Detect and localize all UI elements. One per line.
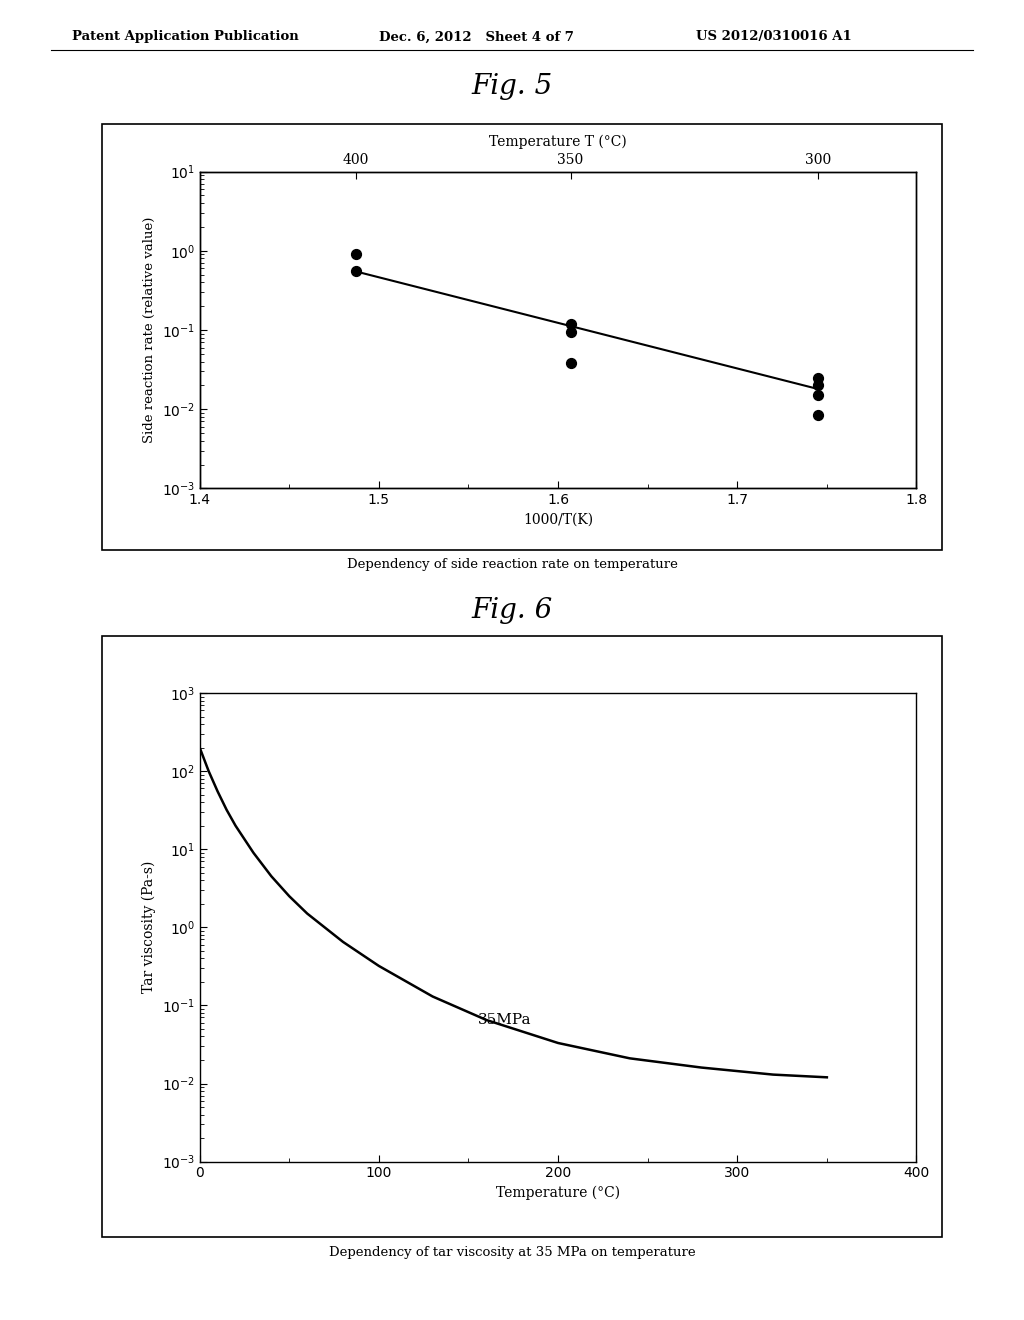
Point	[810, 384, 826, 405]
Point	[562, 352, 579, 374]
X-axis label: 1000/T(K): 1000/T(K)	[523, 512, 593, 527]
Text: Dependency of tar viscosity at 35 MPa on temperature: Dependency of tar viscosity at 35 MPa on…	[329, 1246, 695, 1259]
Y-axis label: Side reaction rate (relative value): Side reaction rate (relative value)	[143, 216, 156, 444]
Point	[810, 375, 826, 396]
X-axis label: Temperature T (°C): Temperature T (°C)	[489, 135, 627, 149]
Text: Dependency of side reaction rate on temperature: Dependency of side reaction rate on temp…	[346, 558, 678, 572]
Text: US 2012/0310016 A1: US 2012/0310016 A1	[696, 30, 852, 44]
Text: Dec. 6, 2012   Sheet 4 of 7: Dec. 6, 2012 Sheet 4 of 7	[379, 30, 573, 44]
Point	[810, 367, 826, 388]
Point	[562, 313, 579, 334]
Y-axis label: Tar viscosity (Pa-s): Tar viscosity (Pa-s)	[141, 861, 156, 994]
Point	[347, 261, 364, 282]
Text: Patent Application Publication: Patent Application Publication	[72, 30, 298, 44]
Point	[347, 244, 364, 265]
Text: 35MPa: 35MPa	[477, 1012, 530, 1027]
Point	[562, 321, 579, 342]
X-axis label: Temperature (°C): Temperature (°C)	[496, 1185, 621, 1200]
Text: Fig. 6: Fig. 6	[471, 597, 553, 623]
Text: Fig. 5: Fig. 5	[471, 73, 553, 99]
Point	[810, 404, 826, 425]
